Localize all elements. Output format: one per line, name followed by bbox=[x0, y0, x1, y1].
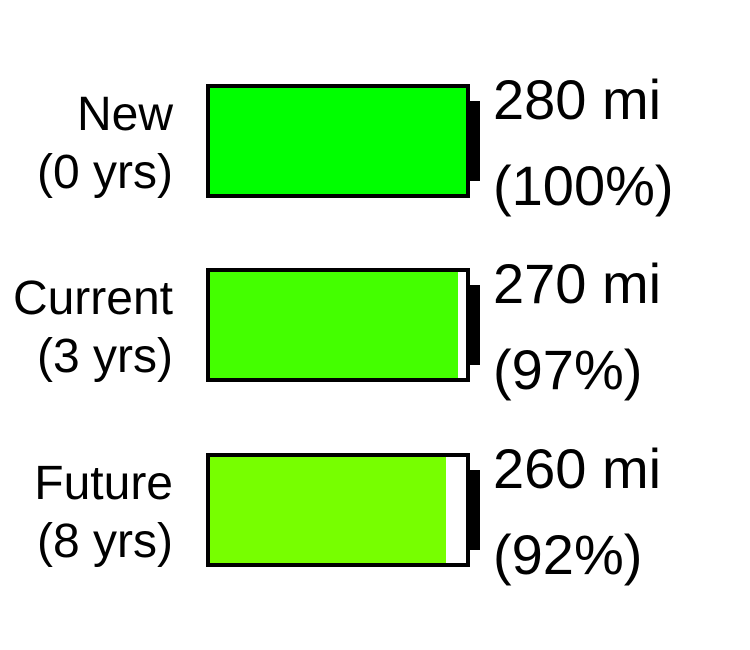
range-percent: (92%) bbox=[493, 523, 643, 586]
row-label: Current (3 yrs) bbox=[0, 270, 173, 386]
battery-row-new: New (0 yrs) 280 mi (100%) bbox=[0, 68, 750, 234]
battery-row-future: Future (8 yrs) 260 mi (92%) bbox=[0, 437, 750, 603]
battery-icon bbox=[206, 453, 470, 567]
row-label: New (0 yrs) bbox=[0, 86, 173, 202]
battery-terminal bbox=[466, 101, 480, 181]
range-value: 280 mi bbox=[493, 68, 662, 131]
row-label-name: Future bbox=[34, 457, 173, 510]
row-label-name: New bbox=[76, 88, 173, 141]
battery-charge-fill bbox=[210, 272, 459, 378]
range-percent: (100%) bbox=[493, 154, 674, 217]
battery-charge-fill bbox=[210, 457, 446, 563]
battery-icon bbox=[206, 268, 470, 382]
range-percent: (97%) bbox=[493, 338, 643, 401]
row-label-age: (8 yrs) bbox=[37, 515, 173, 568]
battery-terminal bbox=[466, 470, 480, 550]
row-label-age: (0 yrs) bbox=[37, 146, 173, 199]
row-label: Future (8 yrs) bbox=[0, 455, 173, 571]
range-value: 270 mi bbox=[493, 252, 662, 315]
battery-charge-fill bbox=[210, 88, 466, 194]
range-value: 260 mi bbox=[493, 437, 662, 500]
row-label-name: Current bbox=[12, 272, 173, 325]
battery-icon bbox=[206, 84, 470, 198]
battery-terminal bbox=[466, 285, 480, 365]
row-label-age: (3 yrs) bbox=[37, 330, 173, 383]
battery-row-current: Current (3 yrs) 270 mi (97%) bbox=[0, 252, 750, 418]
